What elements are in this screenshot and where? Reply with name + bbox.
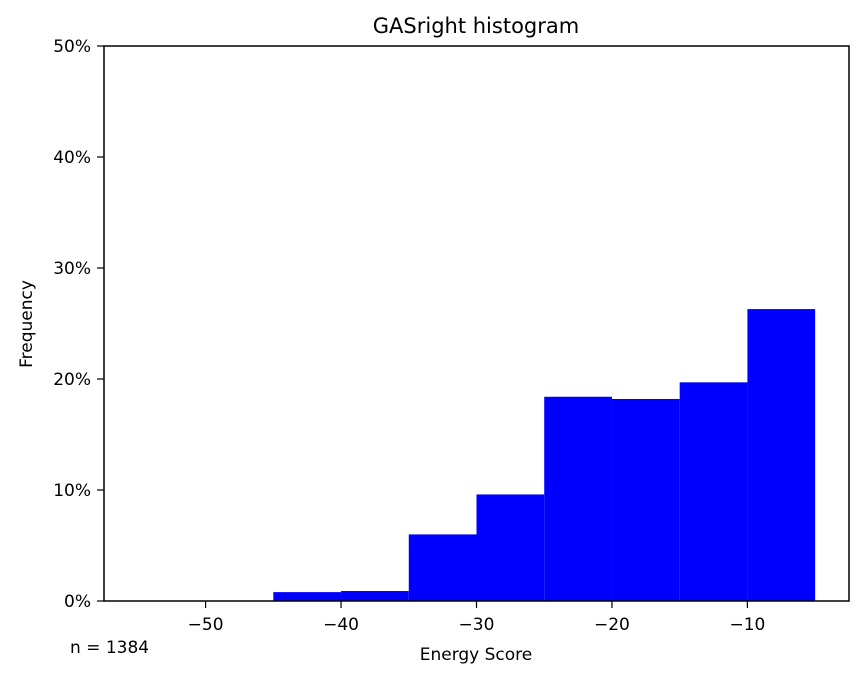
y-tick-label-0: 0% bbox=[64, 592, 91, 612]
x-tick-label-0: −50 bbox=[188, 615, 224, 635]
x-axis-label: Energy Score bbox=[420, 645, 533, 665]
bars-layer bbox=[273, 309, 816, 601]
x-tick-label-3: −20 bbox=[594, 615, 630, 635]
histogram-bar-8 bbox=[679, 382, 748, 601]
histogram-bar-4 bbox=[408, 534, 477, 601]
histogram-bar-9 bbox=[747, 309, 816, 601]
histogram-bar-7 bbox=[611, 398, 680, 601]
x-tick-label-1: −40 bbox=[323, 615, 359, 635]
y-tick-label-1: 10% bbox=[53, 481, 91, 501]
y-axis-label: Frequency bbox=[17, 280, 37, 368]
y-tick-label-5: 50% bbox=[53, 37, 91, 57]
y-tick-label-4: 40% bbox=[53, 148, 91, 168]
histogram-bar-2 bbox=[273, 592, 342, 601]
sample-size-note: n = 1384 bbox=[70, 638, 150, 658]
histogram-bar-6 bbox=[544, 396, 612, 601]
histogram-bar-3 bbox=[341, 591, 409, 601]
chart-title: GASright histogram bbox=[373, 14, 579, 38]
histogram-bar-5 bbox=[476, 494, 545, 601]
y-tick-label-3: 30% bbox=[53, 259, 91, 279]
ticks-layer: −50 −40 −30 −20 −10 0% 10% 20% 30% 40% 50% bbox=[53, 37, 765, 635]
x-tick-label-4: −10 bbox=[729, 615, 765, 635]
x-tick-label-2: −30 bbox=[459, 615, 495, 635]
y-tick-label-2: 20% bbox=[53, 370, 91, 390]
